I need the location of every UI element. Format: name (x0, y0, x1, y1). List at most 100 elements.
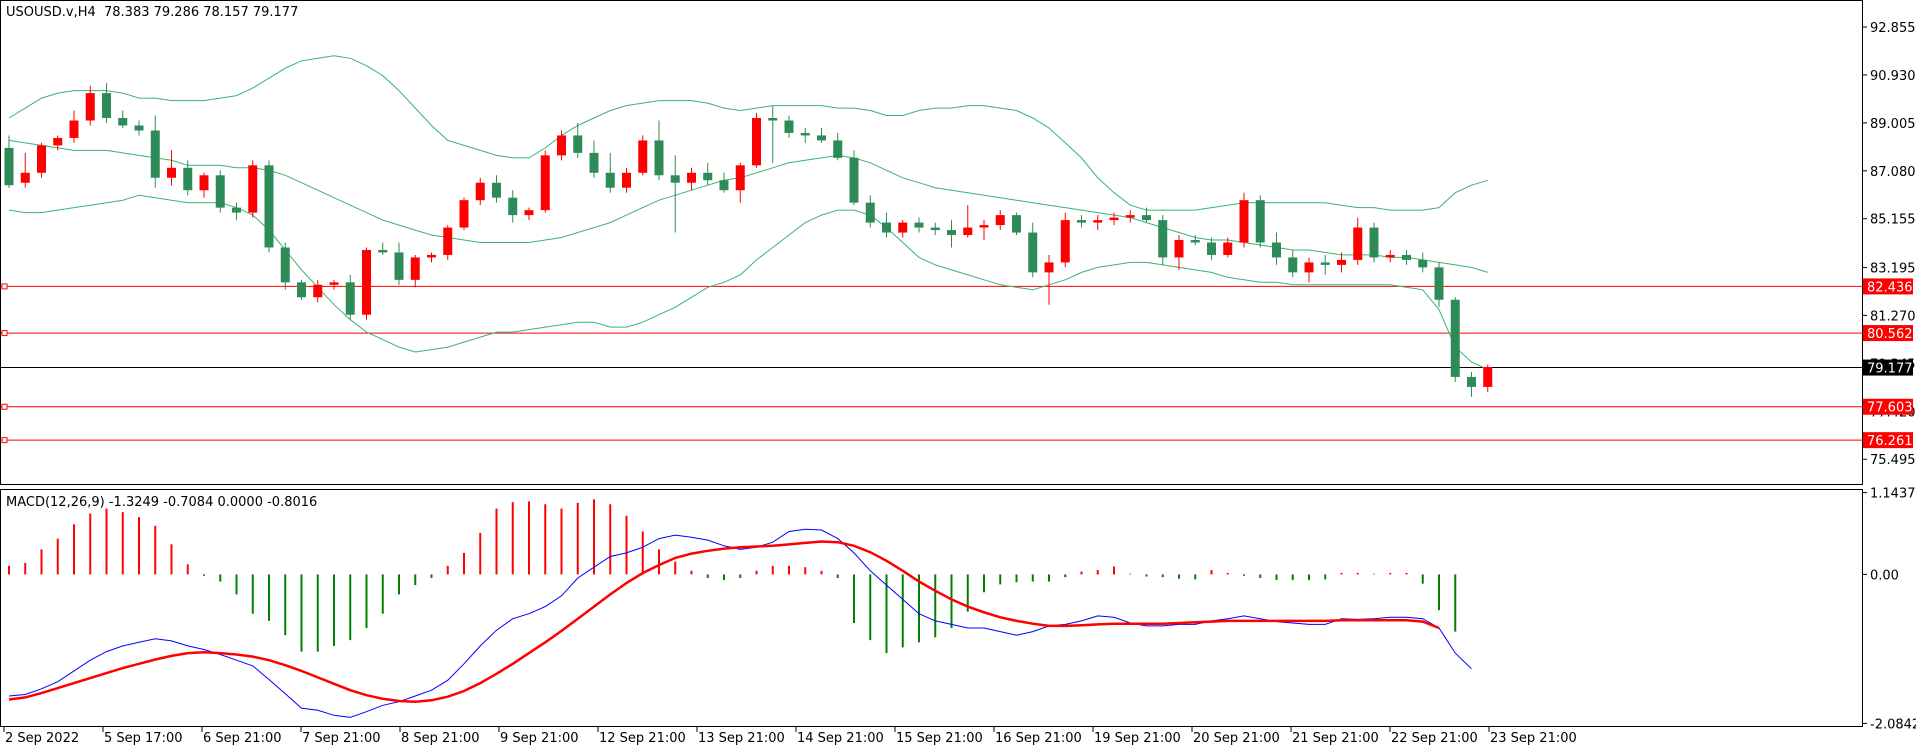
candle-body (947, 230, 956, 236)
price-tags: 82.436 80.562 77.603 76.261 79.177 (1863, 278, 1913, 449)
level-price-tag (1863, 278, 1913, 295)
candle-body (475, 182, 485, 201)
candle-body (849, 157, 859, 203)
candle-body (1385, 254, 1395, 258)
candle-body (508, 197, 518, 216)
candle-body (1044, 262, 1054, 273)
macd-axis: 1.1437 0.00 -2.0842 (1862, 487, 1916, 732)
macd-axis-tick-label: 1.1437 (1870, 487, 1916, 502)
candle-body (703, 172, 713, 181)
candle-body (297, 282, 306, 298)
candle-body (459, 200, 469, 228)
candle-body (1223, 242, 1233, 255)
symbol-label: USOUSD.v,H4 (6, 5, 96, 20)
level-handle (1, 437, 8, 444)
level-price-tag-label: 80.562 (1867, 327, 1913, 342)
current-price-tag (1863, 359, 1913, 376)
candle-body (183, 167, 193, 191)
candle-body (800, 132, 810, 136)
candle-body (134, 125, 144, 131)
candle-body (1239, 200, 1249, 243)
candle-body (1255, 200, 1265, 243)
candle-body (410, 257, 420, 280)
candle-body (1190, 240, 1200, 243)
time-axis-tick-label: 21 Sep 21:00 (1292, 731, 1379, 746)
candle-body (1060, 220, 1070, 263)
time-axis-tick-label: 23 Sep 21:00 (1490, 731, 1577, 746)
candle-body (1174, 240, 1184, 258)
time-axis-tick-label: 5 Sep 17:00 (104, 731, 183, 746)
macd-main-line (8, 528, 1472, 718)
candle-body (1353, 227, 1363, 260)
candle-body (752, 118, 761, 166)
candle-body (963, 227, 973, 236)
candlestick-series (4, 83, 1493, 397)
macd-signal-line (8, 540, 1440, 703)
time-axis-tick-label: 19 Sep 21:00 (1094, 731, 1181, 746)
candle-body (865, 202, 875, 223)
candle-body (264, 165, 274, 248)
candle-body (20, 172, 30, 183)
time-axis-tick-label: 20 Sep 21:00 (1193, 731, 1280, 746)
price-axis-tick-label: 75.495 (1870, 453, 1916, 468)
candle-body (1288, 257, 1298, 273)
candle-body (654, 140, 664, 176)
candle-body (557, 135, 566, 156)
macd-indicator-label: MACD(12,26,9) -1.3249 -0.7084 0.0000 -0.… (6, 495, 317, 510)
candle-body (687, 172, 696, 183)
time-axis-tick-label: 7 Sep 21:00 (302, 731, 381, 746)
candle-body (1142, 215, 1151, 221)
candle-body (589, 152, 599, 173)
horizontal-levels[interactable] (1, 283, 1862, 444)
candle-body (280, 247, 290, 283)
candle-body (882, 222, 891, 233)
current-price-tag-label: 79.177 (1867, 362, 1913, 377)
candle-body (215, 175, 225, 208)
candle-body (492, 182, 501, 198)
candle-body (1467, 376, 1476, 387)
level-price-tag (1863, 325, 1913, 342)
candle-body (719, 180, 729, 191)
candle-body (1418, 259, 1428, 268)
candle-body (833, 140, 843, 158)
level-price-tag-label: 77.603 (1867, 401, 1913, 416)
candle-body (524, 210, 534, 216)
price-axis-tick-label: 85.155 (1870, 213, 1916, 228)
candle-body (1125, 215, 1135, 218)
candle-body (1012, 215, 1021, 233)
macd-panel-frame (0, 489, 1863, 727)
candle-body (914, 222, 924, 228)
time-axis-tick-label: 16 Sep 21:00 (995, 731, 1082, 746)
time-axis-tick-label: 9 Sep 21:00 (500, 731, 579, 746)
candle-body (362, 249, 371, 315)
price-axis-tick-label: 89.005 (1870, 117, 1916, 132)
candle-body (1077, 220, 1086, 223)
candle-body (150, 130, 160, 178)
candle-body (1272, 242, 1281, 258)
candle-body (232, 207, 241, 213)
level-price-tag (1863, 398, 1913, 415)
candle-body (1450, 299, 1460, 377)
time-axis-tick-label: 13 Sep 21:00 (698, 731, 785, 746)
candle-body (670, 175, 680, 183)
candle-body (248, 165, 258, 213)
candle-body (638, 140, 648, 173)
candle-body (995, 215, 1005, 226)
candle-body (768, 118, 778, 121)
candle-body (1158, 220, 1168, 258)
level-price-tag-label: 76.261 (1867, 434, 1913, 449)
candle-body (1337, 259, 1346, 265)
price-axis-tick-label: 83.195 (1870, 262, 1916, 277)
price-axis-tick-label: 81.270 (1870, 309, 1916, 324)
level-price-tag-label: 82.436 (1867, 280, 1913, 295)
candle-body (735, 165, 745, 191)
time-axis-tick-label: 14 Sep 21:00 (797, 731, 884, 746)
candle-body (427, 254, 436, 258)
ohlc-label: 78.383 79.286 78.157 79.177 (104, 5, 298, 20)
candle-body (1207, 242, 1216, 255)
time-axis-tick-label: 2 Sep 2022 (5, 731, 79, 746)
time-axis-tick-label: 15 Sep 21:00 (896, 731, 983, 746)
price-axis-tick-label: 92.855 (1870, 21, 1916, 36)
candle-body (1093, 220, 1103, 223)
